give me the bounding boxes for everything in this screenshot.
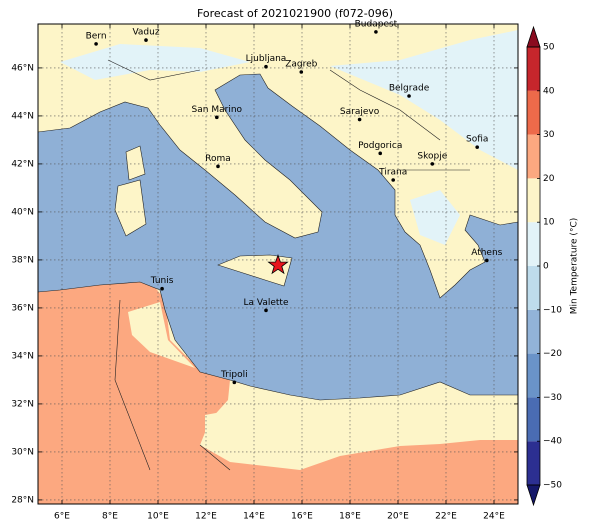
city-label: Skopje: [417, 151, 447, 161]
city-dot: [485, 258, 489, 263]
colorbar-tick-label: 40: [543, 86, 555, 96]
colorbar-segment: [527, 266, 540, 310]
sea: [38, 73, 518, 401]
colorbar-segment: [527, 441, 540, 485]
land: [205, 405, 330, 455]
colorbar-label: Min Temperature (°C): [570, 218, 580, 315]
y-tick-label: 38°N: [11, 255, 34, 265]
colorbar-segment: [527, 353, 540, 398]
island: [114, 179, 147, 237]
city-label: Ljubljana: [246, 54, 287, 64]
colorbar-tick-label: 30: [543, 130, 555, 140]
y-tick-label: 36°N: [11, 303, 34, 313]
city-dot: [407, 94, 411, 98]
colorbar-segment: [527, 397, 540, 442]
y-tick-label: 34°N: [11, 351, 34, 361]
cold-region: [410, 190, 460, 245]
x-tick-label: 24°E: [483, 512, 505, 522]
city-label: Tirana: [378, 168, 407, 178]
map-frame: [37, 23, 519, 505]
colorbar-segment: [527, 309, 540, 354]
chart-title: Forecast of 2021021900 (f072-096): [197, 7, 393, 20]
colorbar-segment: [527, 90, 540, 135]
land: [128, 302, 195, 368]
colorbar-tick-label: 20: [543, 174, 555, 184]
city-label: Belgrade: [389, 84, 430, 94]
colorbar-extend: [526, 25, 541, 48]
city-dot: [299, 70, 304, 74]
colorbar-tick-label: −50: [543, 481, 562, 491]
city-label: Podgorica: [358, 141, 402, 151]
x-tick-label: 20°E: [387, 512, 409, 522]
colorbar-segment: [527, 47, 540, 91]
x-tick-label: 16°E: [291, 512, 313, 522]
x-tick-label: 14°E: [243, 512, 265, 522]
city-dot: [215, 115, 219, 120]
city-label: Tunis: [150, 276, 174, 286]
city-label: Athens: [471, 248, 502, 258]
x-tick-label: 22°E: [435, 512, 457, 522]
city-label: Zagreb: [285, 60, 317, 70]
y-tick-label: 30°N: [11, 447, 34, 457]
cold-region: [60, 44, 250, 80]
colorbar-tick-label: 0: [543, 262, 549, 272]
colorbar-tick-label: 10: [543, 218, 555, 228]
y-tick-label: 40°N: [11, 207, 34, 217]
city-dot: [357, 117, 362, 122]
city-label: Sarajevo: [340, 107, 380, 117]
city-label: Sofia: [466, 135, 488, 145]
border: [107, 59, 470, 471]
colorbar-segment: [527, 134, 540, 179]
x-tick-label: 10°E: [147, 512, 169, 522]
y-tick-label: 46°N: [11, 63, 34, 73]
colorbar-segment: [527, 178, 540, 223]
city-dot: [264, 308, 268, 313]
cold-region: [330, 30, 518, 170]
city-dot: [232, 380, 237, 385]
city-dot: [216, 164, 220, 169]
colorbar-extend: [526, 484, 541, 507]
colorbar-tick-label: −30: [543, 393, 562, 403]
event-marker: [267, 253, 289, 275]
city-label: Tripoli: [220, 370, 248, 380]
city-dot: [475, 145, 480, 149]
city-dot: [144, 38, 148, 42]
colorbar-segment: [527, 222, 540, 266]
city-dot: [264, 64, 268, 69]
city-label: Bern: [86, 31, 107, 41]
y-tick-label: 32°N: [11, 399, 34, 409]
x-tick-label: 6°E: [54, 512, 70, 522]
city-label: Roma: [205, 154, 231, 164]
city-label: La Valette: [244, 298, 289, 308]
city-dot: [160, 286, 164, 291]
city-label: Budapest: [355, 19, 398, 29]
city-dot: [94, 42, 98, 46]
colorbar-tick-label: 50: [543, 43, 555, 53]
city-dot: [374, 30, 378, 34]
city-label: Vaduz: [132, 28, 159, 38]
city-dot: [391, 178, 396, 182]
colorbar-tick-label: −20: [543, 349, 562, 359]
x-tick-label: 8°E: [102, 512, 118, 522]
city-dot: [430, 162, 435, 166]
colorbar-tick-label: −10: [543, 305, 562, 315]
y-tick-label: 42°N: [11, 159, 34, 169]
y-tick-label: 28°N: [11, 495, 34, 505]
city-label: San Marino: [192, 105, 243, 115]
colorbar-tick-label: −40: [543, 437, 562, 447]
island: [125, 145, 146, 181]
x-tick-label: 18°E: [339, 512, 361, 522]
x-tick-label: 12°E: [195, 512, 217, 522]
y-tick-label: 44°N: [11, 111, 34, 121]
city-dot: [378, 151, 383, 156]
